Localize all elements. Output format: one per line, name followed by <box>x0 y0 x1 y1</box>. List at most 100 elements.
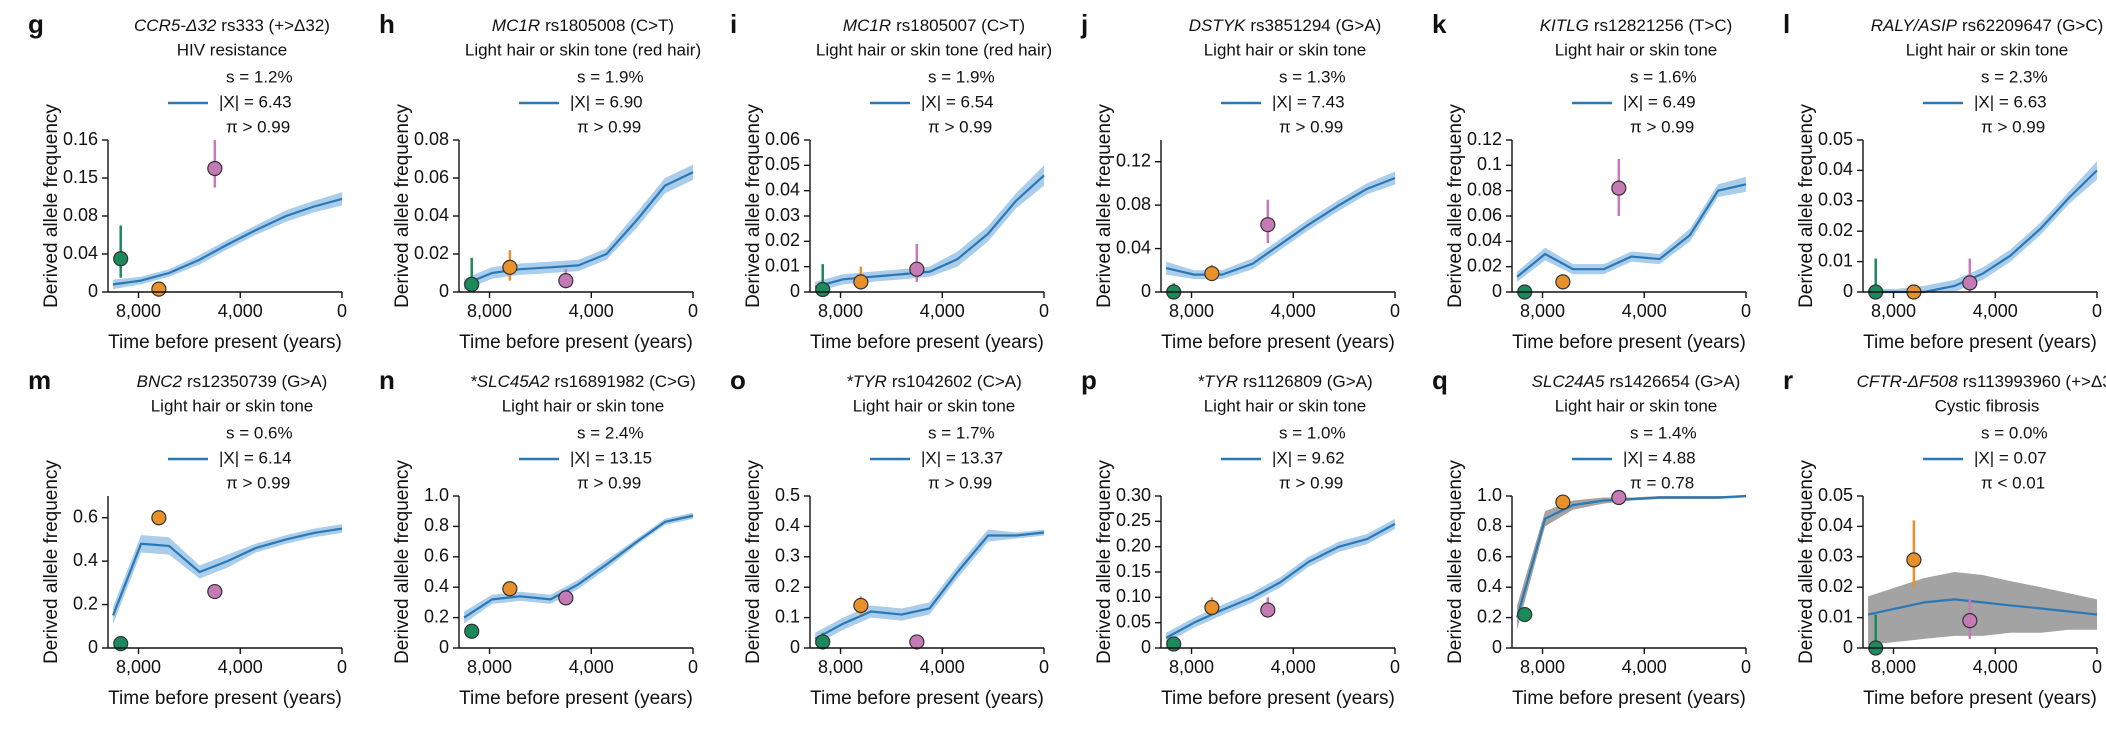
x-tick-label: 0 <box>2092 301 2102 321</box>
x-tick-label: 4,000 <box>218 657 263 677</box>
y-axis-label: Derived allele frequency <box>743 460 764 664</box>
panel-subtitle: HIV resistance <box>177 40 288 59</box>
legend-text: π > 0.99 <box>1981 117 2045 136</box>
legend-text: s = 2.4% <box>577 423 644 442</box>
x-tick-label: 4,000 <box>1973 301 2018 321</box>
y-tick-label: 0.06 <box>1467 205 1502 225</box>
y-tick-label: 0.15 <box>63 167 98 187</box>
x-axis-label: Time before present (years) <box>108 332 342 353</box>
x-axis-label: Time before present (years) <box>459 332 693 353</box>
confidence-band <box>1517 176 1746 282</box>
trajectory-line <box>112 197 343 286</box>
y-axis-label: Derived allele frequency <box>392 460 413 664</box>
y-axis-label: Derived allele frequency <box>1445 460 1466 664</box>
gene-name: CFTR-ΔF508 <box>1857 372 1959 391</box>
trajectory-line <box>1867 598 2098 616</box>
legend-text: π > 0.99 <box>1279 117 1343 136</box>
x-tick-label: 0 <box>2092 657 2102 677</box>
y-tick-label: 0.03 <box>1818 190 1853 210</box>
sample-point <box>1166 636 1182 652</box>
x-tick-label: 8,000 <box>1871 301 1916 321</box>
y-tick-label: 0.6 <box>424 546 449 566</box>
trajectory-line <box>1165 522 1396 639</box>
legend-text: s = 1.6% <box>1630 67 1697 86</box>
y-tick-label: 0 <box>439 281 449 301</box>
y-tick-label: 0.05 <box>1818 485 1853 505</box>
panel-letter: n <box>379 365 395 395</box>
x-tick-label: 8,000 <box>116 657 161 677</box>
legend-text: |X| = 6.63 <box>1974 92 2047 111</box>
y-tick-label: 0 <box>1141 637 1151 657</box>
x-tick-label: 4,000 <box>569 657 614 677</box>
legend-text: π < 0.01 <box>1981 473 2045 492</box>
sample-point <box>909 634 925 650</box>
confidence-band <box>1868 572 2097 645</box>
sample-point <box>815 634 831 650</box>
snp-id: rs62209647 (G>C) <box>1962 16 2103 35</box>
trajectory-line <box>1868 169 2098 294</box>
legend-text: π > 0.99 <box>226 117 290 136</box>
y-tick-label: 0.03 <box>765 205 800 225</box>
panel-title: *TYR rs1042602 (C>A) <box>846 372 1022 391</box>
legend-text: π > 0.99 <box>577 473 641 492</box>
legend-text: s = 1.9% <box>928 67 995 86</box>
panel-letter: p <box>1081 365 1097 395</box>
y-tick-label: 0 <box>439 637 449 657</box>
y-axis-label: Derived allele frequency <box>41 104 62 308</box>
sample-point <box>113 636 129 652</box>
y-tick-label: 0.2 <box>1477 606 1502 626</box>
y-tick-label: 0.04 <box>1818 159 1853 179</box>
y-tick-label: 0.3 <box>775 546 800 566</box>
x-tick-label: 4,000 <box>1973 657 2018 677</box>
x-tick-label: 0 <box>1039 301 1049 321</box>
y-tick-label: 0.02 <box>1467 255 1502 275</box>
y-tick-label: 0.04 <box>1116 237 1151 257</box>
y-tick-label: 0.02 <box>414 243 449 263</box>
snp-id: rs1805008 (C>T) <box>545 16 674 35</box>
y-tick-label: 0.02 <box>765 230 800 250</box>
legend-text: s = 2.3% <box>1981 67 2048 86</box>
y-tick-label: 0.08 <box>1116 194 1151 214</box>
x-tick-label: 4,000 <box>920 301 965 321</box>
legend-text: s = 1.2% <box>226 67 293 86</box>
snp-id: rs12821256 (T>C) <box>1594 16 1732 35</box>
y-tick-label: 0.05 <box>1818 129 1853 149</box>
sample-point <box>113 251 129 267</box>
legend-text: |X| = 6.54 <box>921 92 994 111</box>
y-tick-label: 0.02 <box>1818 576 1853 596</box>
panel-letter: r <box>1783 365 1793 395</box>
panel-subtitle: Light hair or skin tone <box>853 396 1016 415</box>
y-tick-label: 0 <box>1492 637 1502 657</box>
confidence-band <box>1166 171 1395 279</box>
panel-letter: j <box>1080 9 1088 39</box>
y-tick-label: 0.08 <box>1467 179 1502 199</box>
x-axis-label: Time before present (years) <box>1863 688 2097 709</box>
y-tick-label: 0.5 <box>775 485 800 505</box>
x-tick-label: 8,000 <box>1520 301 1565 321</box>
gene-name: RALY/ASIP <box>1871 16 1958 35</box>
y-tick-label: 0.04 <box>1467 230 1502 250</box>
x-axis-label: Time before present (years) <box>1161 332 1395 353</box>
x-tick-label: 4,000 <box>1271 301 1316 321</box>
y-tick-label: 0.01 <box>765 255 800 275</box>
y-axis-label: Derived allele frequency <box>1094 460 1115 664</box>
gene-name: *TYR <box>846 372 887 391</box>
sample-point <box>558 273 574 289</box>
x-tick-label: 0 <box>1741 657 1751 677</box>
x-tick-label: 4,000 <box>1622 301 1667 321</box>
panel-subtitle: Light hair or skin tone <box>1906 40 2069 59</box>
sample-point <box>1555 494 1571 510</box>
x-axis-label: Time before present (years) <box>1161 688 1395 709</box>
y-tick-label: 0 <box>1492 281 1502 301</box>
legend-text: π > 0.99 <box>1279 473 1343 492</box>
sample-point <box>464 623 480 639</box>
confidence-band <box>815 529 1044 645</box>
y-tick-label: 0.06 <box>414 167 449 187</box>
snp-id: rs1042602 (C>A) <box>892 372 1022 391</box>
panel-subtitle: Light hair or skin tone (red hair) <box>465 40 701 59</box>
legend-text: s = 0.0% <box>1981 423 2048 442</box>
sample-point <box>464 276 480 292</box>
y-tick-label: 0 <box>1843 637 1853 657</box>
confidence-band <box>1868 161 2097 292</box>
x-tick-label: 0 <box>1390 301 1400 321</box>
